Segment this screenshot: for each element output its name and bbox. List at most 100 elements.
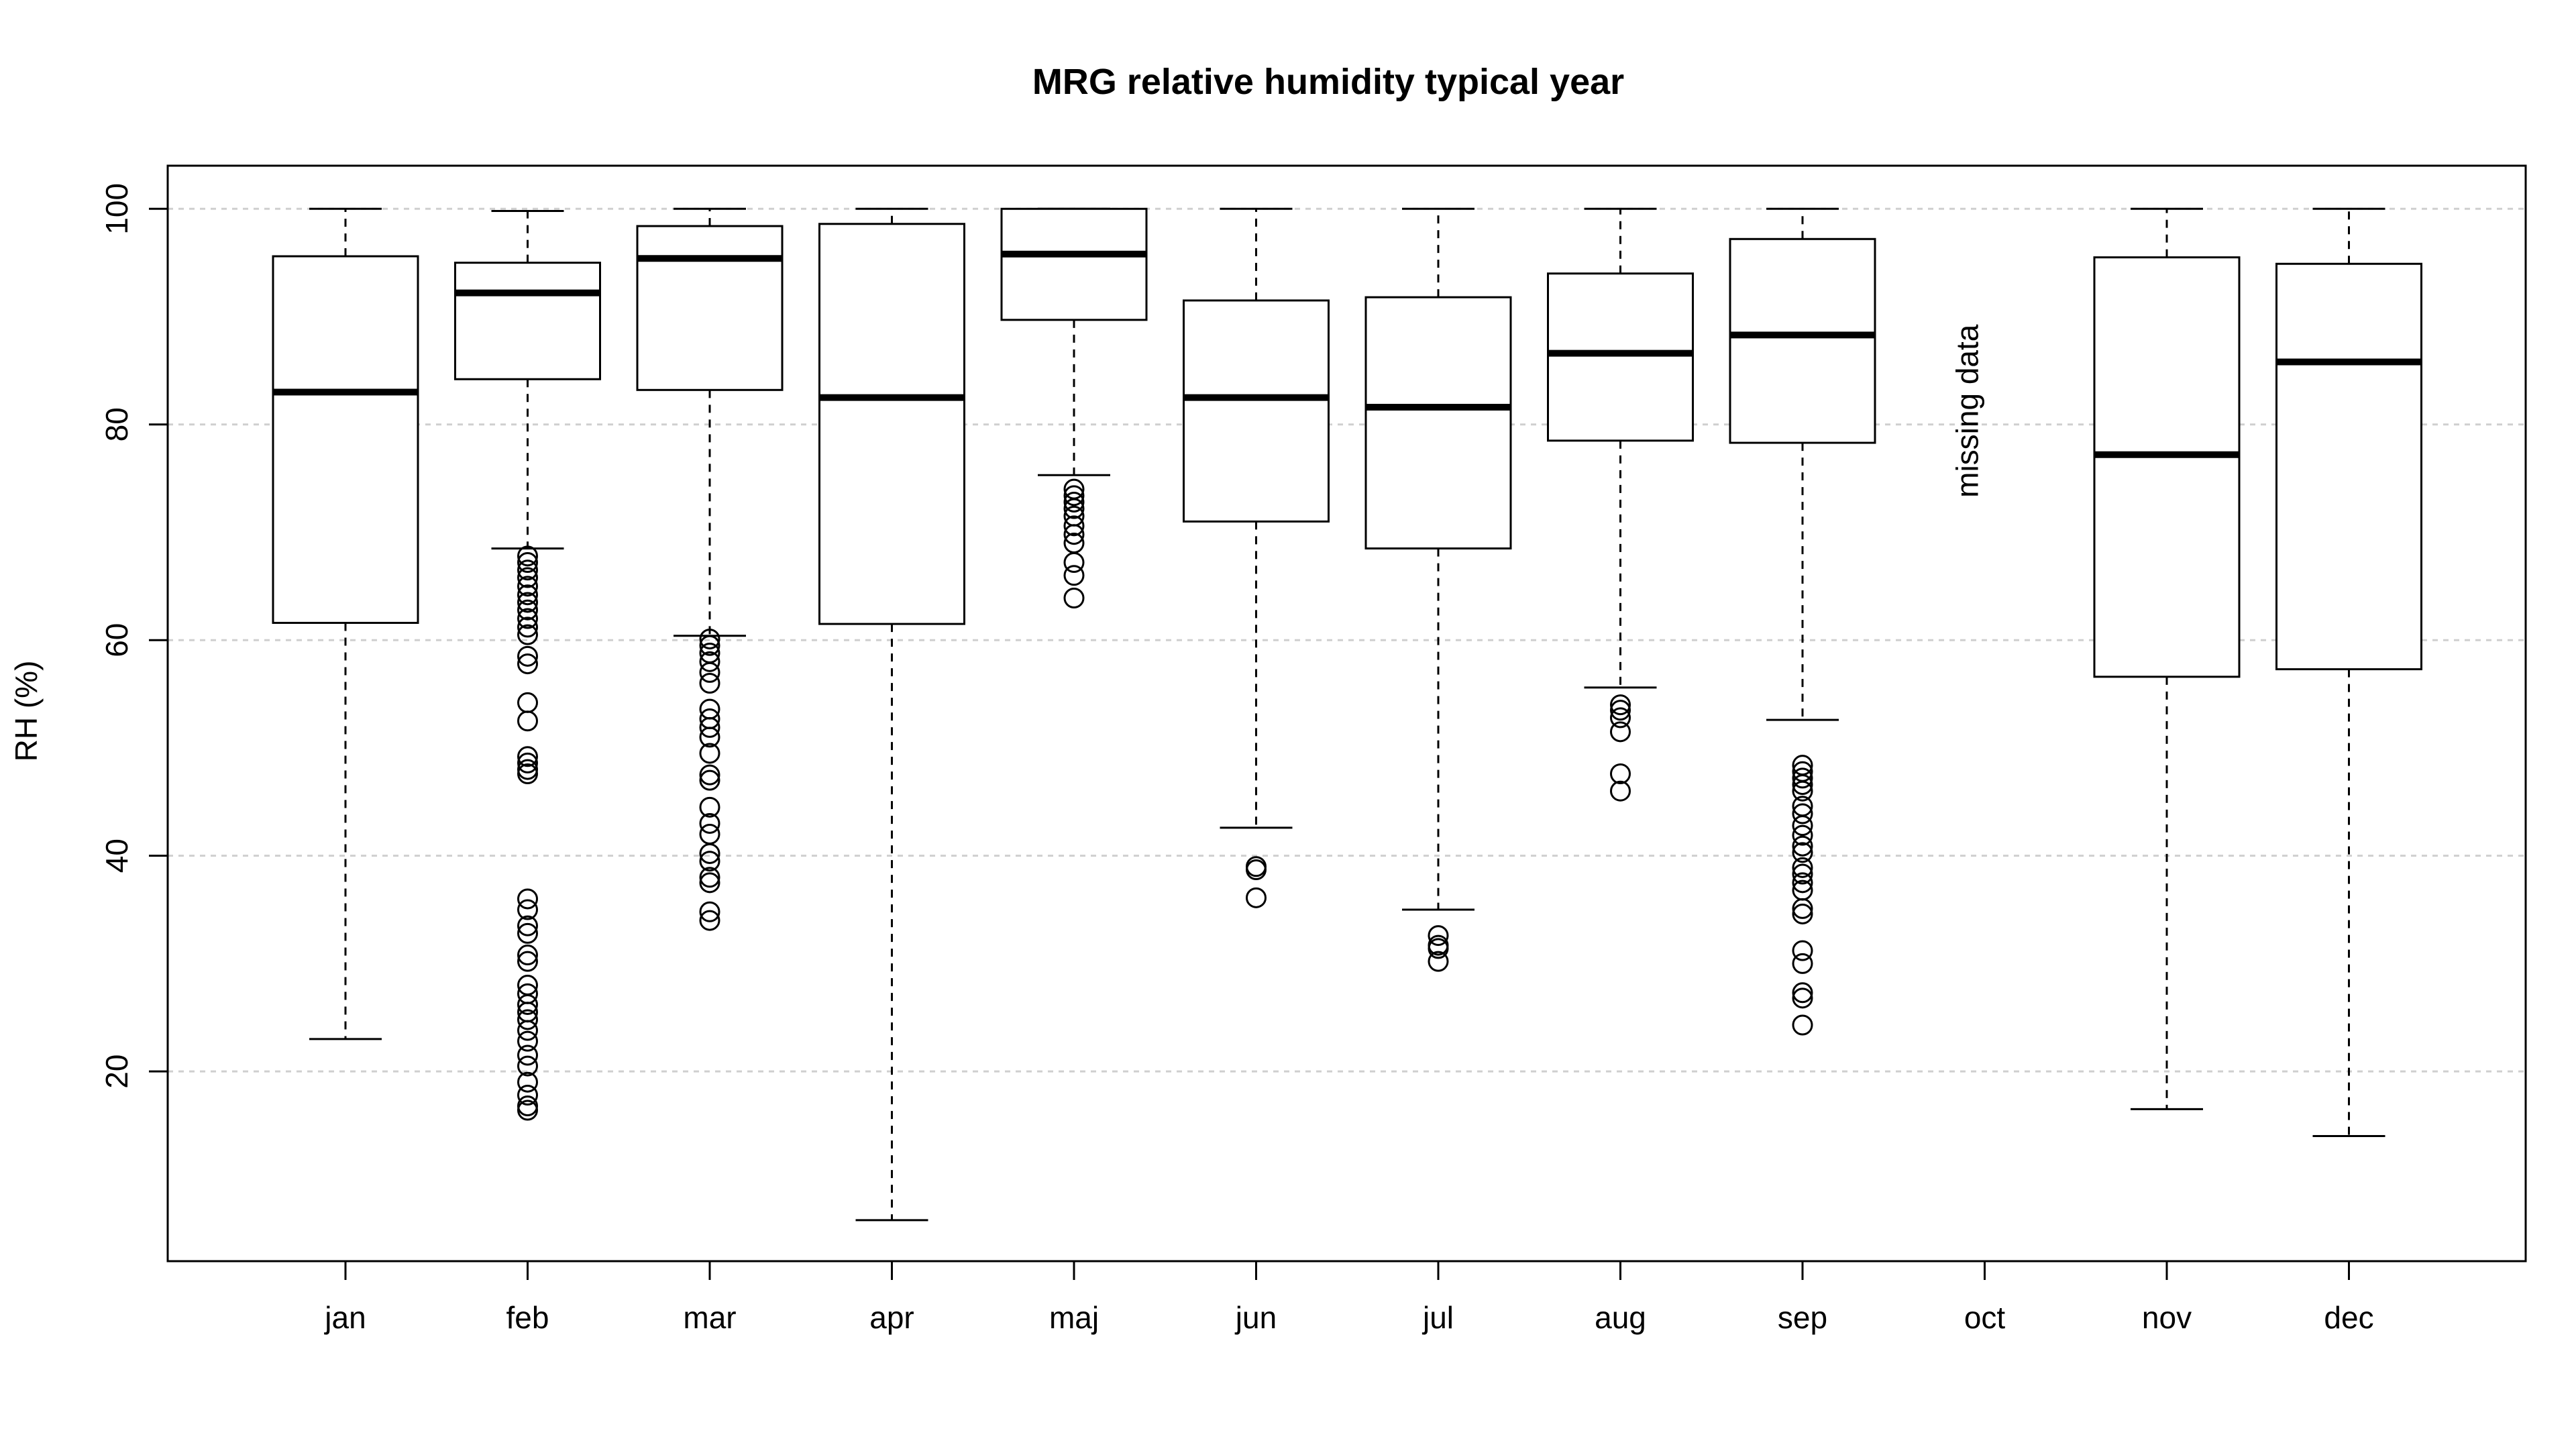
outlier-sep-13 — [1792, 872, 1813, 894]
chart-title: MRG relative humidity typical year — [1032, 62, 1624, 102]
outlier-mar-19 — [699, 872, 720, 894]
outlier-feb-32 — [517, 1044, 538, 1066]
outlier-jun-1 — [1246, 859, 1267, 881]
outlier-mar-3 — [699, 651, 720, 672]
outlier-sep-9 — [1792, 835, 1813, 857]
x-tick-label-oct: oct — [1964, 1300, 2006, 1335]
outlier-feb-11 — [517, 645, 538, 667]
x-tick-label-dec: dec — [2324, 1300, 2373, 1335]
outlier-feb-7 — [517, 599, 538, 621]
outlier-feb-2 — [517, 559, 538, 581]
outlier-mar-18 — [699, 867, 720, 888]
boxplot-jul — [1364, 207, 1512, 972]
boxplots — [272, 207, 2422, 1222]
outlier-jul-3 — [1428, 951, 1449, 972]
outlier-feb-16 — [517, 752, 538, 773]
outlier-jul-2 — [1428, 938, 1449, 959]
outlier-feb-19 — [517, 888, 538, 910]
outlier-feb-35 — [517, 1084, 538, 1106]
outlier-aug-2 — [1610, 707, 1631, 729]
boxplot-feb — [454, 210, 601, 1121]
boxplot-aug — [1547, 207, 1694, 802]
x-tick-label-maj: maj — [1049, 1300, 1099, 1335]
outlier-mar-17 — [699, 851, 720, 872]
outlier-feb-22 — [517, 922, 538, 944]
outlier-mar-14 — [699, 812, 720, 834]
outlier-sep-11 — [1792, 857, 1813, 878]
outlier-mar-8 — [699, 716, 720, 738]
outlier-sep-2 — [1792, 767, 1813, 789]
outlier-mar-16 — [699, 843, 720, 864]
box-mar — [636, 225, 784, 391]
outlier-feb-1 — [517, 551, 538, 573]
outlier-feb-10 — [517, 624, 538, 645]
box-sep — [1729, 237, 1876, 444]
outlier-jun-2 — [1246, 887, 1267, 908]
outlier-feb-20 — [517, 899, 538, 920]
outlier-sep-10 — [1792, 842, 1813, 863]
outlier-feb-6 — [517, 592, 538, 613]
outlier-maj-1 — [1063, 485, 1085, 506]
box-apr — [818, 223, 965, 625]
outlier-aug-5 — [1610, 780, 1631, 802]
outlier-feb-13 — [517, 692, 538, 713]
box-jul — [1364, 296, 1512, 550]
outlier-sep-15 — [1792, 898, 1813, 919]
outlier-feb-5 — [517, 584, 538, 606]
outlier-feb-8 — [517, 608, 538, 629]
outlier-feb-29 — [517, 1009, 538, 1030]
outlier-aug-3 — [1610, 721, 1631, 743]
x-tick-label-feb: feb — [506, 1300, 549, 1335]
outlier-sep-16 — [1792, 903, 1813, 924]
outlier-mar-10 — [699, 743, 720, 764]
outlier-aug-4 — [1610, 763, 1631, 785]
boxplot-jan — [272, 207, 419, 1040]
outlier-mar-21 — [699, 910, 720, 931]
outlier-feb-31 — [517, 1030, 538, 1052]
boxplot-apr — [818, 207, 965, 1222]
outlier-feb-24 — [517, 951, 538, 972]
outlier-mar-4 — [699, 661, 720, 683]
box-feb — [454, 262, 601, 380]
outlier-sep-4 — [1792, 780, 1813, 802]
outlier-jul-0 — [1428, 925, 1449, 947]
missing-data-annotation: missing data — [1950, 324, 1985, 498]
boxplot-jun — [1183, 207, 1330, 908]
outlier-mar-20 — [699, 901, 720, 922]
boxplot-sep — [1729, 207, 1876, 1036]
x-tick-label-jul: jul — [1421, 1300, 1454, 1335]
y-tick-label-80: 80 — [99, 407, 134, 441]
outlier-maj-2 — [1063, 491, 1085, 513]
outlier-feb-14 — [517, 710, 538, 732]
outlier-feb-12 — [517, 653, 538, 675]
outlier-aug-0 — [1610, 694, 1631, 716]
outlier-mar-13 — [699, 796, 720, 818]
outlier-maj-6 — [1063, 524, 1085, 545]
outlier-maj-5 — [1063, 515, 1085, 537]
outlier-feb-9 — [517, 616, 538, 638]
outlier-mar-1 — [699, 635, 720, 656]
outlier-feb-4 — [517, 576, 538, 597]
outlier-mar-15 — [699, 824, 720, 845]
x-tick-label-mar: mar — [683, 1300, 736, 1335]
outlier-feb-18 — [517, 763, 538, 785]
outlier-feb-33 — [517, 1055, 538, 1077]
y-tick-label-40: 40 — [99, 839, 134, 873]
outlier-mar-12 — [699, 769, 720, 791]
outlier-maj-9 — [1063, 565, 1085, 586]
outlier-feb-0 — [517, 545, 538, 567]
boxplot-maj — [1000, 207, 1148, 609]
outlier-sep-6 — [1792, 803, 1813, 824]
x-tick-label-apr: apr — [869, 1300, 914, 1335]
boxplot-dec — [2275, 207, 2422, 1138]
y-tick-label-100: 100 — [99, 183, 134, 235]
outlier-feb-3 — [517, 567, 538, 588]
x-tick-label-aug: aug — [1595, 1300, 1646, 1335]
outlier-feb-27 — [517, 994, 538, 1015]
outlier-sep-20 — [1792, 987, 1813, 1009]
x-tick-label-nov: nov — [2142, 1300, 2192, 1335]
box-maj — [1000, 207, 1148, 321]
outlier-sep-18 — [1792, 953, 1813, 974]
plot-frame — [166, 164, 2527, 1263]
